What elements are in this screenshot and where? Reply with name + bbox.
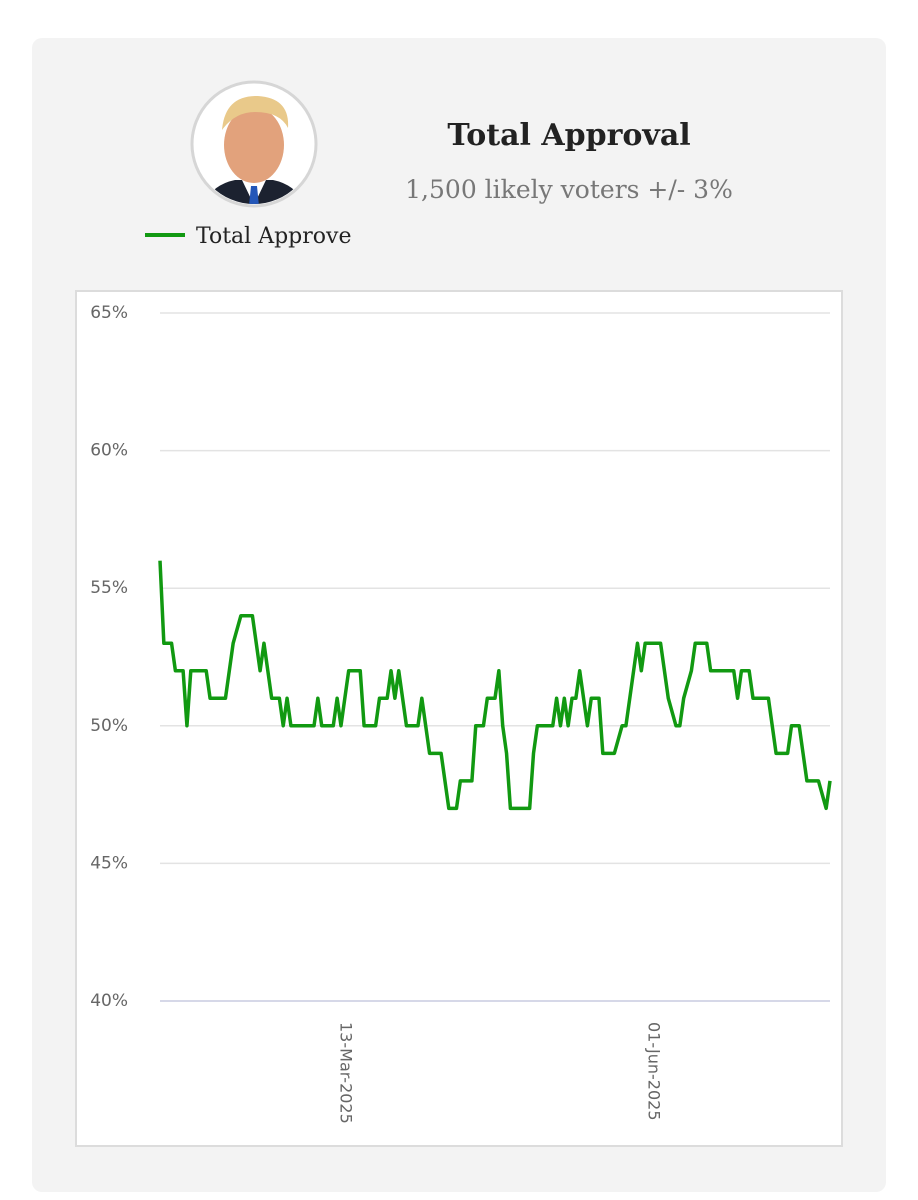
- y-tick-label: 40%: [90, 991, 128, 1011]
- x-tick-label: 01-Jun-2025: [644, 1022, 663, 1121]
- portrait: [190, 80, 318, 208]
- chart-title: Total Approval: [447, 118, 690, 153]
- y-tick-label: 65%: [90, 303, 128, 323]
- y-tick-label: 60%: [90, 441, 128, 461]
- y-tick-label: 45%: [90, 853, 128, 873]
- y-tick-label: 55%: [90, 578, 128, 598]
- y-tick-label: 50%: [90, 716, 128, 736]
- legend-label: Total Approve: [196, 224, 351, 249]
- chart-subtitle: 1,500 likely voters +/- 3%: [405, 175, 733, 204]
- data-line: [158, 560, 832, 811]
- chart-box: [75, 290, 843, 1147]
- x-tick-label: 13-Mar-2025: [336, 1022, 355, 1124]
